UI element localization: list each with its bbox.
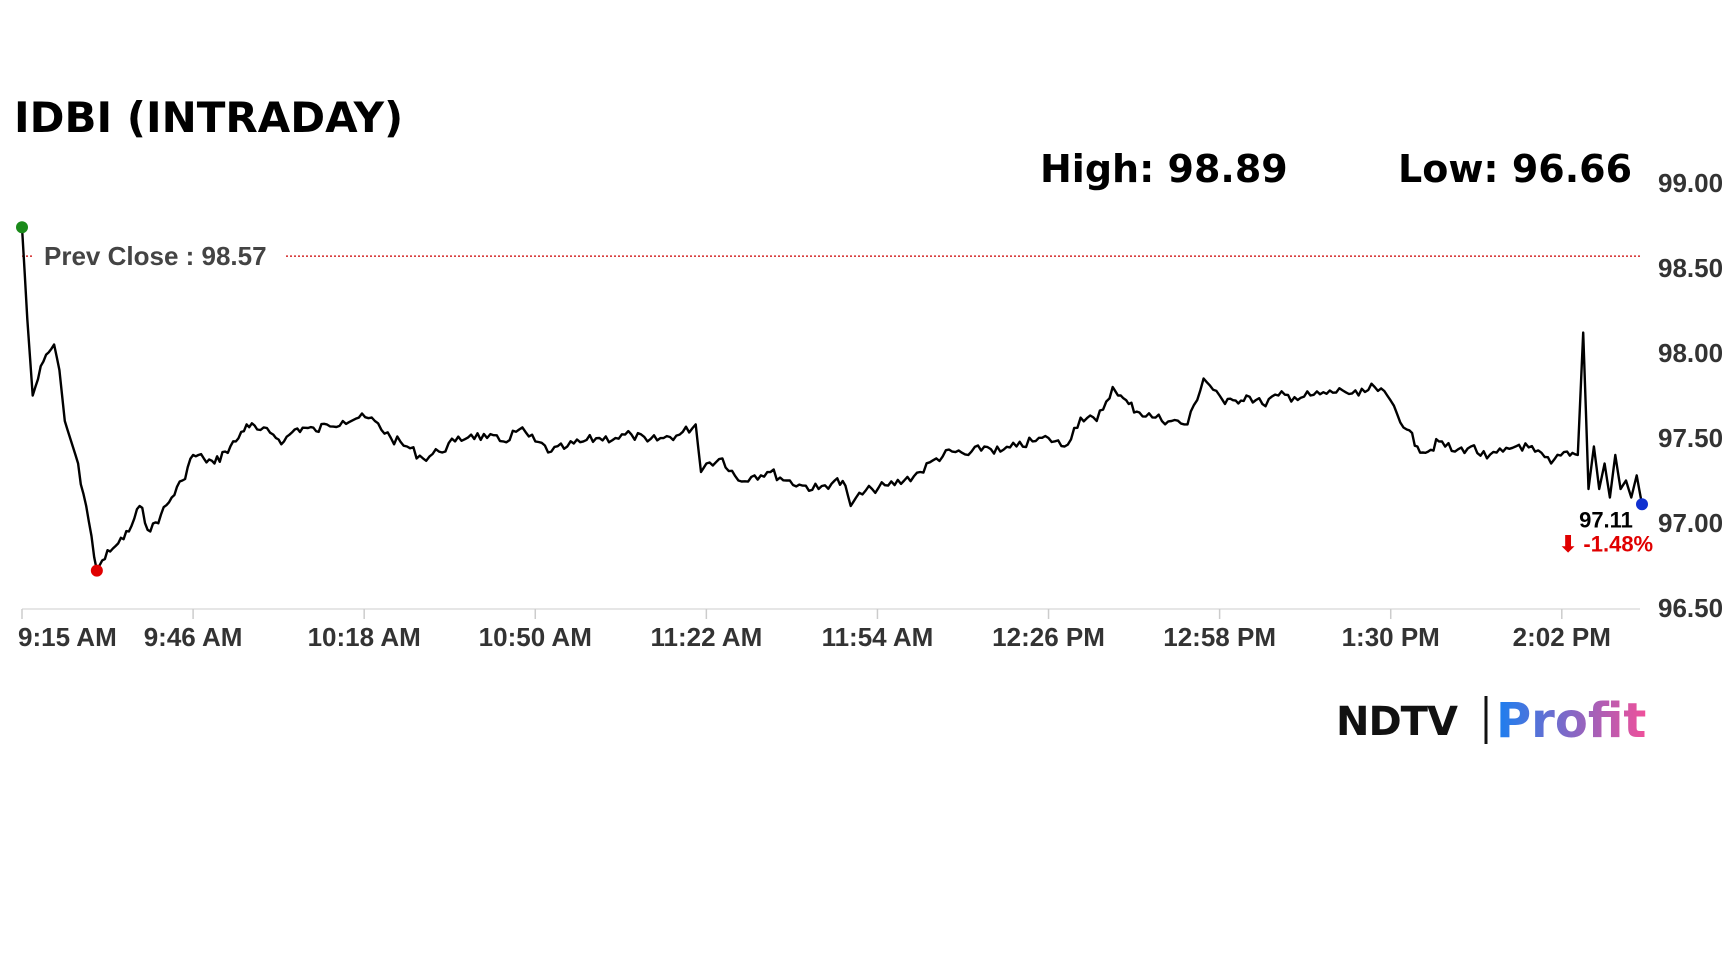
price-change-label: ⬇ -1.48% [1559,531,1653,556]
profit-logo-text: Profit [1496,693,1646,749]
x-tick-label: 11:22 AM [650,622,762,652]
x-tick-label: 9:46 AM [144,622,243,652]
day-low-label: Low: 96.66 [1398,147,1632,191]
y-axis: 96.50 97.00 97.50 98.00 98.50 99.00 [1658,168,1723,623]
x-tick-label: 11:54 AM [822,622,934,652]
day-low-point-marker [90,564,103,577]
open-point-marker [16,221,28,234]
x-tick-label: 2:02 PM [1513,622,1611,652]
day-high-label: High: 98.89 [1040,147,1288,191]
prev-close-label-bg [34,240,284,273]
x-tick-label: 9:15 AM [18,622,117,652]
x-tick-label: 10:18 AM [308,622,421,652]
x-tick-label: 12:58 PM [1163,622,1276,652]
ndtv-profit-logo: NDTV Profit [1336,693,1646,749]
last-price-label: 97.11 [1579,507,1633,532]
last-price-marker [1636,498,1648,511]
ndtv-logo-text: NDTV [1336,699,1458,745]
y-tick-label: 97.00 [1658,508,1723,538]
x-tick-label: 1:30 PM [1342,622,1440,652]
y-tick-label: 98.50 [1658,253,1723,283]
price-series-line [20,227,1644,572]
y-tick-label: 99.00 [1658,168,1723,198]
chart-title: IDBI (INTRADAY) [14,93,403,142]
x-tick-label: 12:26 PM [992,622,1105,652]
y-tick-label: 96.50 [1658,593,1723,623]
y-tick-label: 98.00 [1658,338,1723,368]
prev-close-label: Prev Close : 98.57 [44,241,267,271]
y-tick-label: 97.50 [1658,423,1723,453]
x-tick-label: 10:50 AM [479,622,592,652]
x-axis: 9:15 AM 9:46 AM 10:18 AM 10:50 AM 11:22 AM 11… [18,608,1640,652]
